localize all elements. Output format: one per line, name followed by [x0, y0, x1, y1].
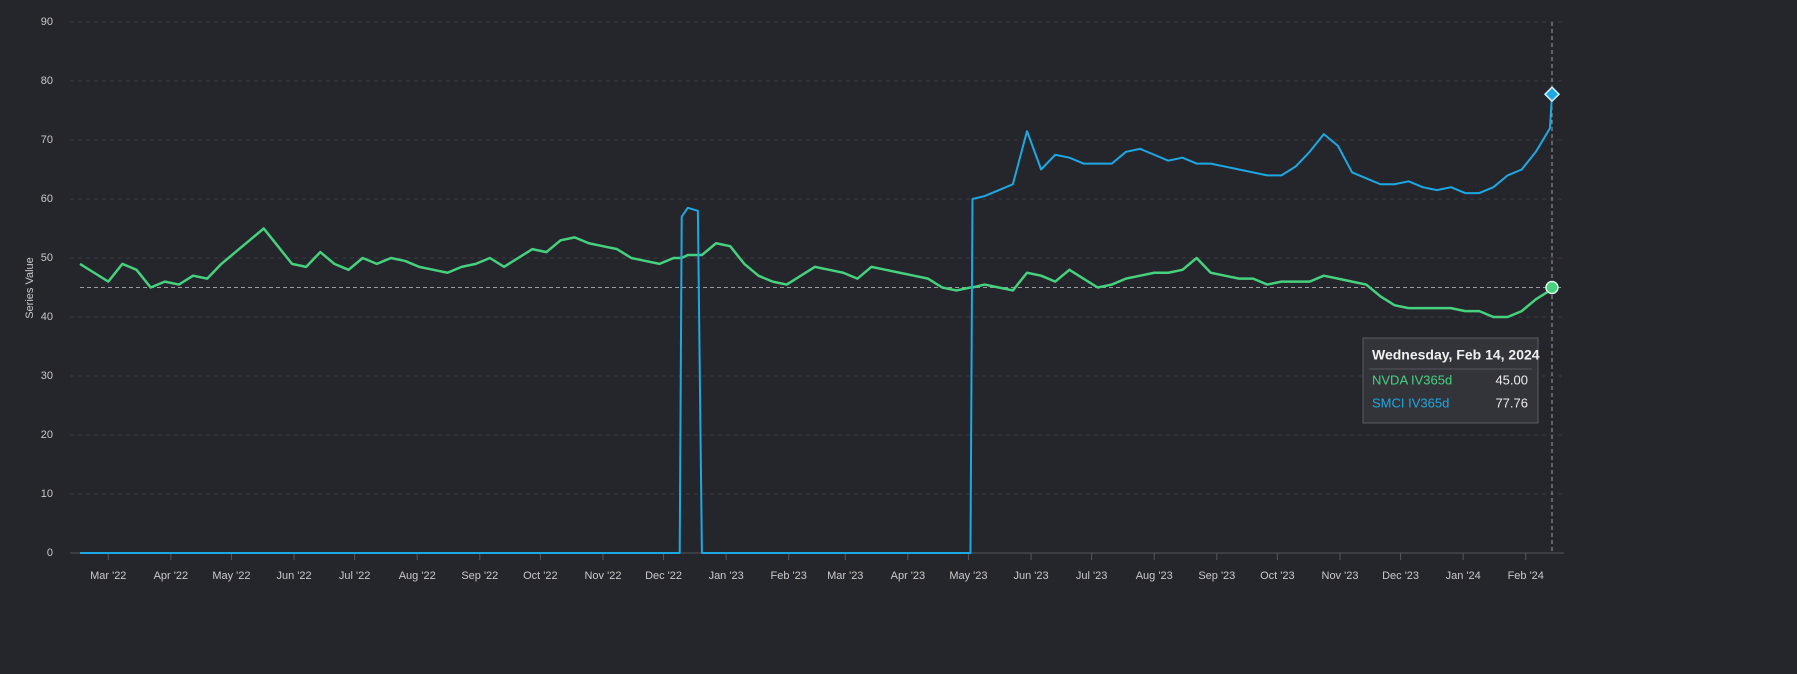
x-tick-label: Dec '22 [645, 570, 682, 582]
x-tick-label: May '23 [949, 570, 987, 582]
x-tick-label: Oct '22 [523, 570, 558, 582]
tooltip-value: 77.76 [1495, 395, 1528, 410]
y-tick-label: 40 [41, 311, 53, 323]
tooltip-title: Wednesday, Feb 14, 2024 [1372, 347, 1540, 363]
y-tick-label: 60 [41, 193, 53, 205]
y-tick-label: 70 [41, 134, 53, 146]
x-tick-label: Jan '23 [709, 570, 744, 582]
tooltip-box [1362, 337, 1539, 424]
x-tick-label: Mar '22 [90, 570, 126, 582]
x-tick-label: Jul '22 [339, 570, 370, 582]
hover-marker [1543, 86, 1561, 103]
x-tick-label: Jan '24 [1446, 570, 1481, 582]
tooltip-series-name: NVDA IV365d [1372, 372, 1452, 387]
y-tick-label: 80 [41, 75, 53, 87]
x-tick-label: Aug '23 [1136, 570, 1173, 582]
y-tick-label: 90 [41, 16, 53, 28]
hover-marker [1545, 280, 1559, 295]
x-tick-label: Jul '23 [1076, 570, 1107, 582]
x-tick-label: Apr '22 [154, 570, 189, 582]
tooltip-series-name: SMCI IV365d [1372, 395, 1449, 410]
x-tick-label: Nov '22 [584, 570, 621, 582]
x-tick-label: Mar '23 [827, 570, 863, 582]
y-tick-label: 10 [41, 488, 53, 500]
x-tick-label: Feb '24 [1508, 570, 1544, 582]
x-tick-label: Dec '23 [1382, 570, 1419, 582]
x-tick-label: Oct '23 [1260, 570, 1295, 582]
x-tick-label: Feb '23 [771, 570, 807, 582]
x-tick-label: May '22 [212, 570, 250, 582]
x-tick-label: Sep '22 [461, 570, 498, 582]
y-axis-label: Series Value [24, 257, 36, 319]
series-line [80, 94, 1553, 554]
series-line [79, 227, 1554, 319]
tooltip-value: 45.00 [1495, 372, 1528, 387]
x-tick-label: Aug '22 [399, 570, 436, 582]
y-tick-label: 20 [41, 429, 53, 441]
x-tick-label: Jun '22 [276, 570, 311, 582]
x-tick-label: Apr '23 [891, 570, 926, 582]
x-tick-label: Sep '23 [1198, 570, 1235, 582]
tooltip: Wednesday, Feb 14, 2024 NVDA IV365d 45.00 S… [1362, 337, 1540, 424]
x-tick-label: Nov '23 [1322, 570, 1359, 582]
x-tick-label: Jun '23 [1013, 570, 1048, 582]
y-tick-label: 30 [41, 370, 53, 382]
y-tick-label: 50 [41, 252, 53, 264]
y-tick-label: 0 [47, 547, 53, 559]
